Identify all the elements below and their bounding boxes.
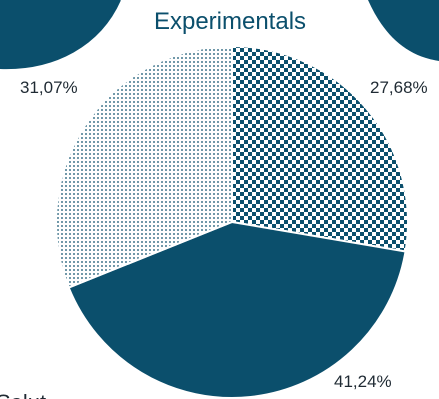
slice-label-checkerboard: 27,68% xyxy=(370,78,428,97)
slice-label-dotted: 31,07% xyxy=(20,78,78,97)
adjacent-pie-right-fragment xyxy=(368,0,439,61)
slice-label-solid: 41,24% xyxy=(334,372,392,391)
pie-slices xyxy=(55,44,409,399)
cropped-caption-text: Salut xyxy=(0,390,46,399)
pie-slice-checkerboard xyxy=(231,44,409,253)
pie-slice-dotted xyxy=(55,44,233,289)
chart-title: Experimentals xyxy=(154,8,306,35)
adjacent-pie-left-fragment xyxy=(0,0,121,70)
pie-slice-solid xyxy=(67,220,407,399)
